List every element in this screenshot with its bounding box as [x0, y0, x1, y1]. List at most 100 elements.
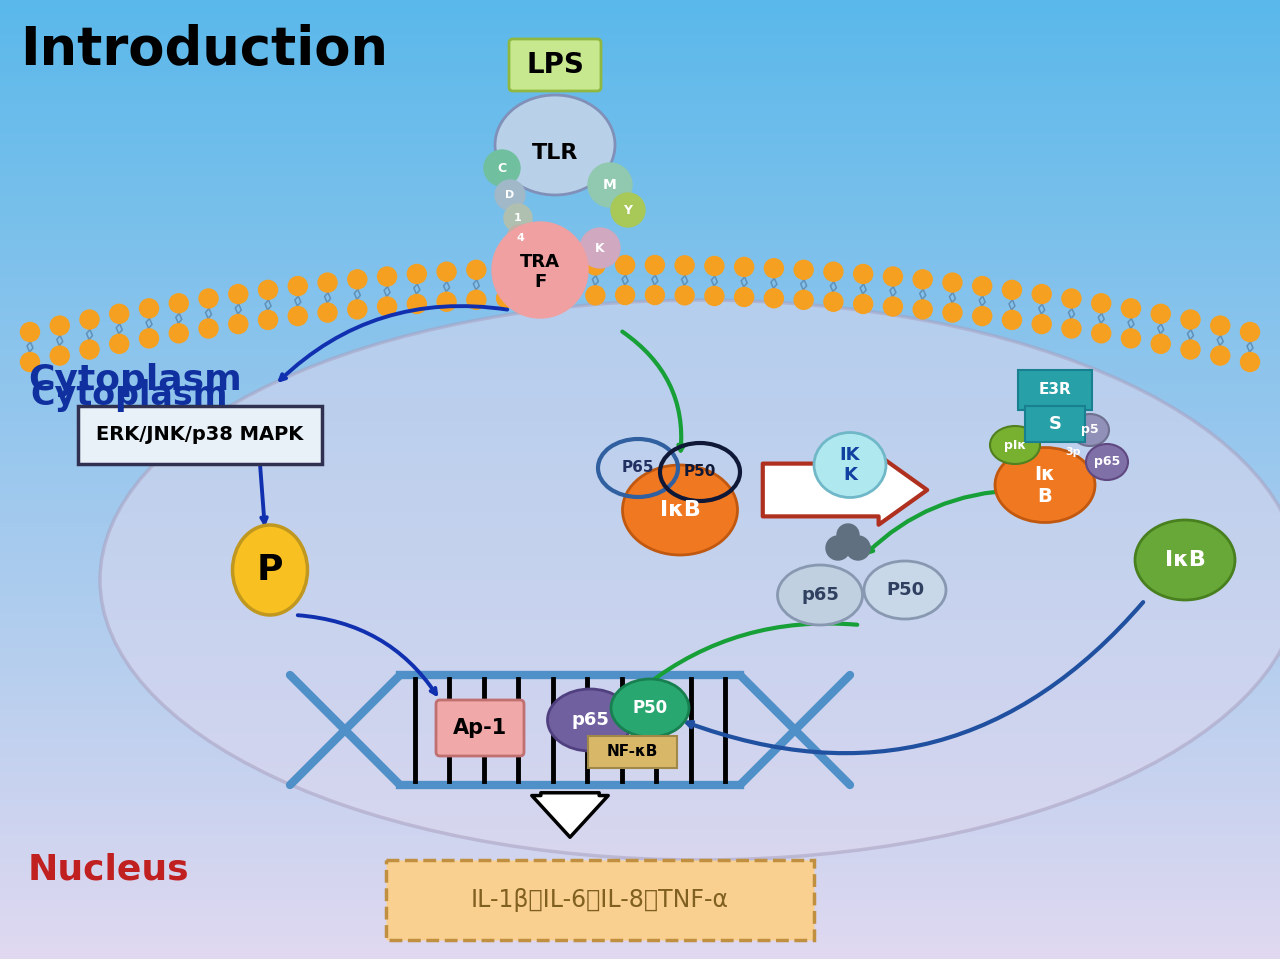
Circle shape [588, 163, 632, 207]
Circle shape [492, 222, 588, 318]
Text: Ap-1: Ap-1 [453, 718, 507, 738]
Ellipse shape [989, 426, 1039, 464]
Circle shape [110, 335, 129, 353]
Circle shape [616, 286, 635, 305]
Circle shape [348, 269, 367, 289]
Circle shape [645, 286, 664, 305]
Circle shape [973, 276, 992, 295]
Circle shape [586, 286, 605, 305]
Text: IκB: IκB [659, 500, 700, 520]
Circle shape [883, 267, 902, 286]
FancyArrowPatch shape [531, 793, 608, 837]
Text: M: M [603, 178, 617, 192]
Ellipse shape [495, 95, 614, 195]
Ellipse shape [814, 433, 886, 498]
FancyBboxPatch shape [436, 700, 524, 756]
Text: p5: p5 [1082, 424, 1098, 436]
Circle shape [1181, 310, 1199, 329]
Text: TRA
F: TRA F [520, 252, 561, 292]
Circle shape [556, 287, 575, 306]
Circle shape [484, 150, 520, 186]
Text: TLR: TLR [531, 143, 579, 163]
Circle shape [1002, 311, 1021, 329]
Circle shape [675, 286, 694, 305]
Circle shape [1240, 353, 1260, 371]
Circle shape [973, 307, 992, 325]
Text: P50: P50 [632, 699, 668, 717]
Ellipse shape [233, 525, 307, 615]
Text: 4: 4 [516, 233, 524, 243]
Text: IK
K: IK K [840, 446, 860, 484]
FancyBboxPatch shape [78, 406, 323, 464]
Circle shape [229, 285, 248, 304]
Circle shape [497, 259, 516, 278]
FancyArrowPatch shape [763, 456, 927, 525]
Text: IL-1β、IL-6、IL-8、TNF-α: IL-1β、IL-6、IL-8、TNF-α [471, 888, 730, 912]
Circle shape [826, 536, 850, 560]
FancyBboxPatch shape [588, 736, 677, 768]
FancyBboxPatch shape [509, 39, 602, 91]
Circle shape [1062, 319, 1082, 338]
Circle shape [140, 329, 159, 348]
Text: Introduction: Introduction [20, 24, 388, 76]
Text: E3R: E3R [1038, 383, 1071, 397]
Text: Iκ
B: Iκ B [1034, 464, 1056, 505]
Circle shape [764, 289, 783, 308]
Circle shape [198, 319, 218, 338]
Circle shape [169, 324, 188, 342]
Circle shape [913, 269, 932, 289]
Circle shape [846, 536, 870, 560]
Circle shape [288, 276, 307, 295]
Ellipse shape [548, 689, 632, 751]
Text: D: D [506, 190, 515, 200]
Circle shape [764, 259, 783, 278]
Circle shape [556, 256, 575, 275]
Text: 3p: 3p [1065, 447, 1080, 457]
Circle shape [1121, 329, 1140, 348]
Circle shape [837, 524, 859, 546]
Text: p65: p65 [571, 711, 609, 729]
Circle shape [1121, 299, 1140, 317]
Circle shape [1092, 324, 1111, 342]
Circle shape [348, 300, 367, 319]
Text: C: C [498, 161, 507, 175]
Circle shape [497, 289, 516, 308]
Text: 1: 1 [515, 213, 522, 223]
Circle shape [198, 289, 218, 308]
Circle shape [1151, 335, 1170, 353]
Text: P50: P50 [684, 464, 717, 480]
Text: P65: P65 [622, 460, 654, 476]
Text: IκB: IκB [1165, 550, 1206, 570]
Circle shape [705, 256, 724, 275]
Text: P50: P50 [886, 581, 924, 599]
Text: Y: Y [623, 203, 632, 217]
Circle shape [169, 293, 188, 313]
Text: K: K [595, 242, 605, 254]
FancyBboxPatch shape [1025, 406, 1085, 442]
Circle shape [1032, 315, 1051, 334]
Circle shape [81, 340, 99, 359]
Ellipse shape [777, 565, 863, 625]
Text: p65: p65 [1094, 456, 1120, 469]
Circle shape [467, 291, 486, 310]
Circle shape [526, 288, 545, 307]
Ellipse shape [864, 561, 946, 619]
Circle shape [611, 193, 645, 227]
Ellipse shape [611, 679, 689, 737]
Circle shape [407, 294, 426, 314]
Ellipse shape [1071, 414, 1108, 446]
Circle shape [735, 257, 754, 276]
Circle shape [824, 262, 844, 281]
Circle shape [229, 315, 248, 334]
Circle shape [436, 262, 456, 281]
Ellipse shape [995, 448, 1094, 523]
Circle shape [317, 273, 337, 292]
Text: Cytoplasm: Cytoplasm [28, 363, 242, 397]
Circle shape [675, 256, 694, 275]
Circle shape [913, 300, 932, 319]
Circle shape [378, 267, 397, 286]
Circle shape [1181, 340, 1199, 359]
Ellipse shape [100, 300, 1280, 860]
Circle shape [495, 180, 525, 210]
Circle shape [1092, 293, 1111, 313]
